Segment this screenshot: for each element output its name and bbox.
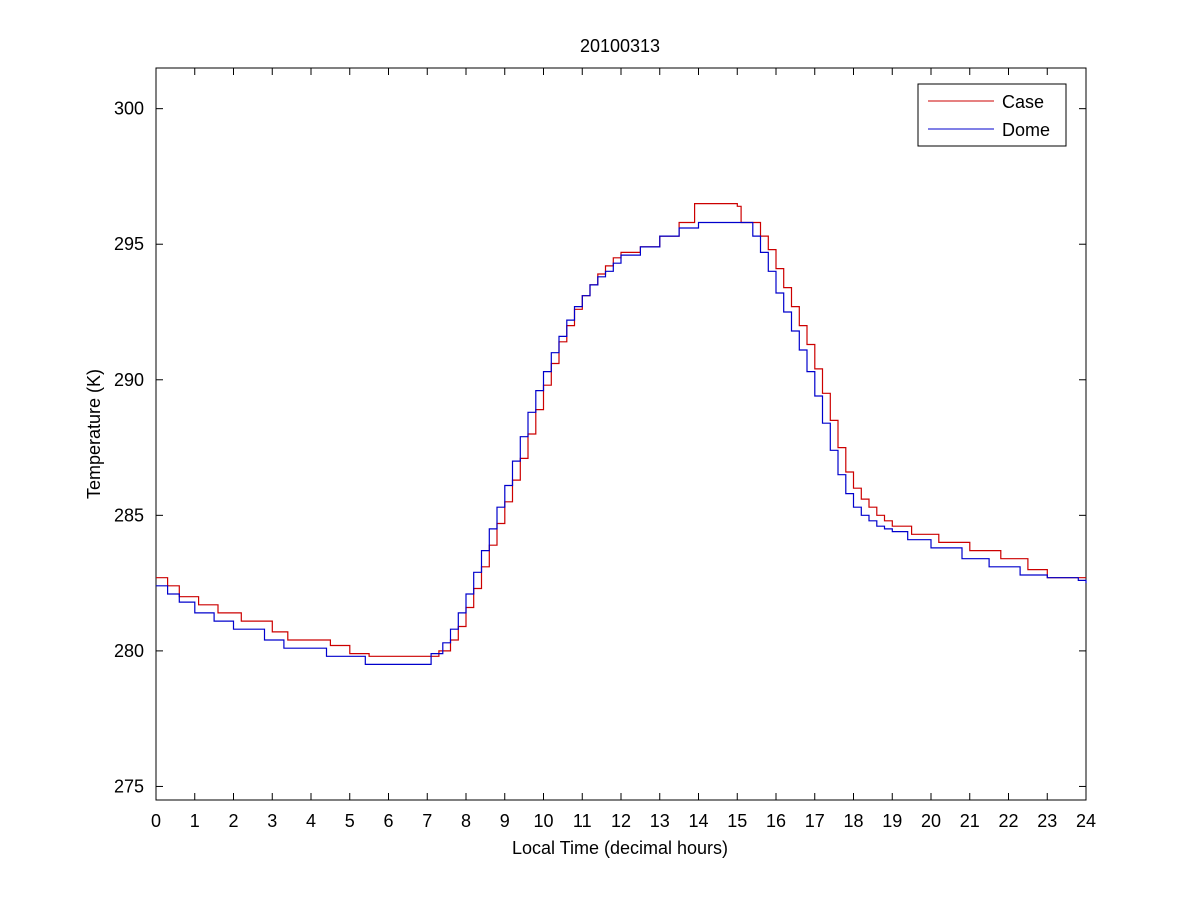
legend-label-case: Case: [1002, 92, 1044, 112]
x-tick-label: 0: [151, 811, 161, 831]
x-tick-label: 16: [766, 811, 786, 831]
x-tick-label: 4: [306, 811, 316, 831]
x-tick-label: 13: [650, 811, 670, 831]
x-tick-label: 8: [461, 811, 471, 831]
y-tick-label: 300: [114, 99, 144, 119]
x-tick-label: 11: [573, 811, 592, 831]
x-tick-label: 5: [345, 811, 355, 831]
y-tick-label: 285: [114, 505, 144, 525]
y-axis-label: Temperature (K): [84, 369, 104, 499]
x-tick-label: 12: [611, 811, 631, 831]
x-tick-label: 1: [190, 811, 200, 831]
x-tick-label: 22: [998, 811, 1018, 831]
x-tick-label: 9: [500, 811, 510, 831]
series-line-dome: [156, 221, 1087, 665]
legend-label-dome: Dome: [1002, 120, 1050, 140]
x-tick-label: 14: [688, 811, 708, 831]
y-tick-label: 280: [114, 641, 144, 661]
x-tick-label: 15: [727, 811, 747, 831]
legend: Case Dome: [917, 83, 1067, 147]
x-tick-label: 2: [228, 811, 238, 831]
series-layer: [156, 203, 1087, 665]
x-tick-label: 23: [1037, 811, 1057, 831]
x-tick-label: 18: [843, 811, 863, 831]
y-tick-label: 290: [114, 370, 144, 390]
x-tick-label: 17: [805, 811, 825, 831]
x-tick-label: 21: [960, 811, 980, 831]
axis-ticks: 0 1 2 3 4 5 6 7 8 9 10 11 12 13 14 15 16 17 18 19 20 21 22 23 24…: [114, 68, 1096, 831]
chart-title: 20100313: [580, 36, 660, 56]
x-tick-label: 24: [1076, 811, 1096, 831]
x-tick-label: 6: [383, 811, 393, 831]
y-tick-label: 275: [114, 776, 144, 796]
x-tick-label: 10: [533, 811, 553, 831]
x-axis-label: Local Time (decimal hours): [512, 838, 728, 858]
y-tick-label: 295: [114, 234, 144, 254]
plot-area: [155, 67, 1087, 801]
x-tick-label: 7: [422, 811, 432, 831]
x-tick-label: 20: [921, 811, 941, 831]
x-tick-label: 19: [882, 811, 902, 831]
legend-box: [917, 83, 1067, 147]
x-tick-label: 3: [267, 811, 277, 831]
